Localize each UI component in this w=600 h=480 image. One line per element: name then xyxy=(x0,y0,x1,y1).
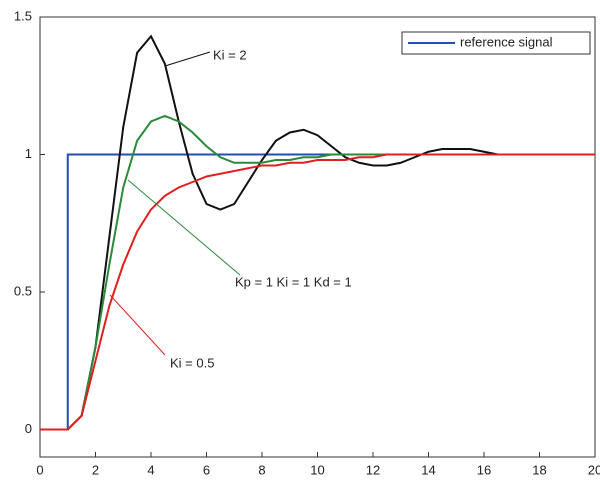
x-tick-label: 0 xyxy=(36,462,43,477)
legend-label: reference signal xyxy=(460,34,553,49)
x-tick-label: 18 xyxy=(532,462,546,477)
y-tick-label: 1 xyxy=(25,146,32,161)
x-tick-label: 12 xyxy=(366,462,380,477)
annotation: Ki = 2 xyxy=(213,47,247,62)
annotation: Ki = 0.5 xyxy=(170,355,214,370)
x-tick-label: 4 xyxy=(147,462,154,477)
y-tick-label: 0.5 xyxy=(14,283,32,298)
x-tick-label: 10 xyxy=(310,462,324,477)
plot-area xyxy=(40,17,595,457)
x-tick-label: 8 xyxy=(258,462,265,477)
annotation: Kp = 1 Ki = 1 Kd = 1 xyxy=(235,274,352,289)
x-tick-label: 2 xyxy=(92,462,99,477)
x-tick-label: 14 xyxy=(421,462,435,477)
x-tick-label: 20 xyxy=(588,462,600,477)
y-tick-label: 1.5 xyxy=(14,8,32,23)
y-tick-label: 0 xyxy=(25,421,32,436)
chart: 0 0.5 1 1.5 0 2 4 6 8 10 12 14 16 18 20 reference signa… xyxy=(0,0,600,480)
x-tick-label: 6 xyxy=(203,462,210,477)
x-tick-label: 16 xyxy=(477,462,491,477)
